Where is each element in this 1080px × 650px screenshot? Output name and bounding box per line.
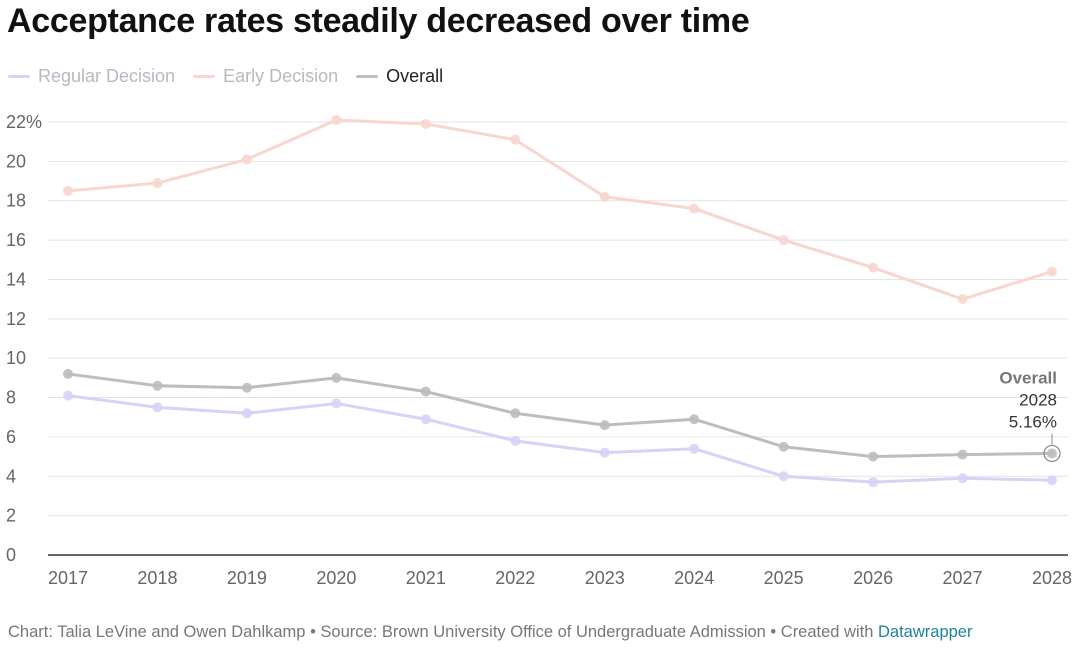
data-point-early-decision[interactable] bbox=[778, 235, 789, 246]
data-point-overall[interactable] bbox=[689, 414, 700, 425]
x-tick-label: 2027 bbox=[943, 568, 983, 588]
data-point-overall[interactable] bbox=[778, 441, 789, 452]
data-point-regular-decision[interactable] bbox=[420, 414, 431, 425]
data-point-overall[interactable] bbox=[331, 372, 342, 383]
legend-item-early-decision[interactable]: Early Decision bbox=[193, 66, 338, 87]
data-point-regular-decision[interactable] bbox=[241, 408, 252, 419]
chart-footer: Chart: Talia LeVine and Owen Dahlkamp • … bbox=[8, 623, 972, 642]
legend-item-overall[interactable]: Overall bbox=[356, 66, 443, 87]
series-line-early-decision[interactable] bbox=[66, 118, 1054, 301]
series-regular-decision[interactable] bbox=[63, 390, 1057, 488]
x-tick-label: 2026 bbox=[853, 568, 893, 588]
data-point-early-decision[interactable] bbox=[63, 185, 73, 196]
data-point-regular-decision[interactable] bbox=[510, 435, 521, 446]
y-tick-label: 6 bbox=[6, 427, 16, 447]
y-tick-label: 14 bbox=[6, 269, 26, 289]
y-tick-label: 12 bbox=[6, 309, 26, 329]
data-point-overall[interactable] bbox=[420, 386, 431, 397]
x-tick-label: 2018 bbox=[137, 568, 177, 588]
data-point-early-decision[interactable] bbox=[420, 118, 431, 129]
data-point-regular-decision[interactable] bbox=[957, 473, 968, 484]
grid-lines bbox=[48, 121, 1068, 517]
x-tick-label: 2024 bbox=[674, 568, 714, 588]
y-tick-label: 20 bbox=[6, 151, 26, 171]
x-tick-label: 2020 bbox=[316, 568, 356, 588]
line-chart: 0 2 4 6 8 10 12 14 16 18 20 22% 2017 2018 2019 2020 202… bbox=[6, 112, 1072, 588]
annotation-year: 2028 bbox=[1019, 390, 1057, 409]
data-point-overall[interactable] bbox=[599, 420, 610, 431]
x-tick-label: 2028 bbox=[1032, 568, 1072, 588]
legend-swatch-regular-decision bbox=[8, 74, 30, 78]
data-point-regular-decision[interactable] bbox=[331, 398, 342, 409]
series-line-regular-decision[interactable] bbox=[66, 394, 1054, 484]
series-line-overall[interactable] bbox=[66, 372, 1054, 459]
data-point-regular-decision[interactable] bbox=[689, 443, 700, 454]
data-point-overall[interactable] bbox=[63, 368, 73, 379]
data-point-regular-decision[interactable] bbox=[63, 390, 73, 401]
y-tick-label: 0 bbox=[6, 545, 16, 565]
data-point-regular-decision[interactable] bbox=[1047, 475, 1057, 486]
x-tick-label: 2025 bbox=[764, 568, 804, 588]
annotation-value: 5.16% bbox=[1009, 412, 1057, 431]
data-point-overall[interactable] bbox=[957, 449, 968, 460]
series-early-decision[interactable] bbox=[63, 115, 1057, 305]
datawrapper-link[interactable]: Datawrapper bbox=[878, 623, 973, 641]
y-tick-label: 10 bbox=[6, 348, 26, 368]
y-tick-label: 18 bbox=[6, 191, 26, 211]
y-tick-label: 2 bbox=[6, 506, 16, 526]
annotation-marker-ring bbox=[1043, 444, 1061, 463]
x-axis-ticks: 2017 2018 2019 2020 2021 2022 2023 2024 2025 2026… bbox=[48, 568, 1072, 588]
legend-swatch-overall bbox=[356, 74, 379, 78]
legend: Regular Decision Early Decision Overall bbox=[8, 64, 461, 88]
legend-label-overall: Overall bbox=[386, 65, 444, 86]
x-tick-label: 2022 bbox=[495, 568, 535, 588]
data-point-overall[interactable] bbox=[241, 382, 252, 393]
y-axis-ticks: 0 2 4 6 8 10 12 14 16 18 20 22% bbox=[6, 112, 42, 565]
y-tick-label: 16 bbox=[6, 230, 26, 250]
legend-swatch-early-decision bbox=[193, 74, 216, 78]
annotation-series: Overall bbox=[999, 368, 1057, 387]
data-point-regular-decision[interactable] bbox=[599, 447, 610, 458]
y-tick-label: 8 bbox=[6, 388, 16, 408]
data-point-early-decision[interactable] bbox=[868, 262, 879, 273]
footer-credits: Chart: Talia LeVine and Owen Dahlkamp • … bbox=[8, 623, 878, 641]
chart-title: Acceptance rates steadily decreased over… bbox=[7, 2, 750, 40]
data-point-overall[interactable] bbox=[868, 451, 879, 462]
series-overall[interactable] bbox=[63, 368, 1057, 462]
data-point-early-decision[interactable] bbox=[599, 191, 610, 202]
x-tick-label: 2021 bbox=[406, 568, 446, 588]
legend-item-regular-decision[interactable]: Regular Decision bbox=[8, 66, 175, 87]
data-point-regular-decision[interactable] bbox=[868, 477, 879, 488]
legend-label-early-decision: Early Decision bbox=[223, 65, 339, 86]
x-tick-label: 2019 bbox=[227, 568, 267, 588]
data-point-early-decision[interactable] bbox=[241, 154, 252, 165]
data-point-early-decision[interactable] bbox=[152, 178, 163, 189]
data-point-regular-decision[interactable] bbox=[778, 471, 789, 482]
x-tick-label: 2017 bbox=[48, 568, 88, 588]
data-point-overall[interactable] bbox=[1047, 448, 1057, 459]
y-tick-label: 4 bbox=[6, 466, 16, 486]
series-lines bbox=[63, 115, 1057, 488]
data-point-early-decision[interactable] bbox=[331, 115, 342, 126]
data-point-early-decision[interactable] bbox=[510, 134, 521, 145]
data-point-early-decision[interactable] bbox=[1047, 266, 1057, 277]
y-tick-label: 22% bbox=[6, 112, 42, 132]
data-point-early-decision[interactable] bbox=[957, 294, 968, 305]
data-point-overall[interactable] bbox=[152, 380, 163, 391]
data-point-regular-decision[interactable] bbox=[152, 402, 163, 413]
end-annotation: Overall 2028 5.16% bbox=[999, 368, 1061, 463]
data-point-early-decision[interactable] bbox=[689, 203, 700, 214]
legend-label-regular-decision: Regular Decision bbox=[38, 65, 176, 86]
x-tick-label: 2023 bbox=[585, 568, 625, 588]
data-point-overall[interactable] bbox=[510, 408, 521, 419]
